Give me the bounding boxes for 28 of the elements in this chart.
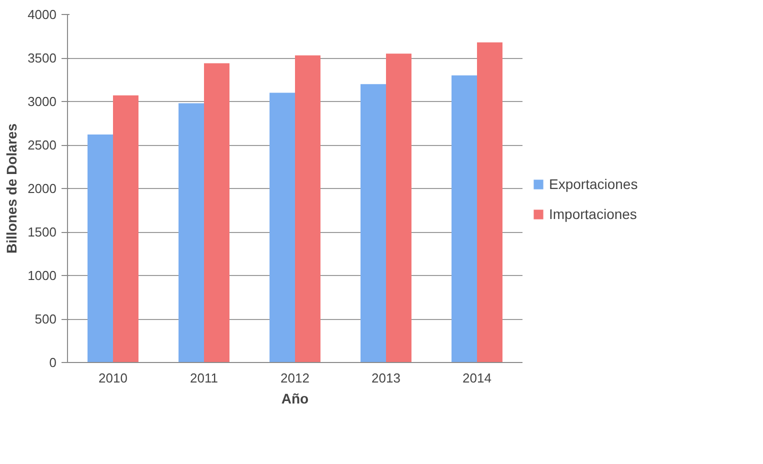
x-tick-label: 2011 bbox=[190, 370, 218, 386]
y-tick-label: 2000 bbox=[28, 181, 56, 196]
y-tick-label: 500 bbox=[34, 312, 57, 326]
bar bbox=[204, 63, 230, 362]
bar bbox=[452, 75, 477, 362]
bar bbox=[178, 103, 204, 362]
bar bbox=[88, 134, 113, 362]
bar bbox=[360, 84, 386, 362]
bar bbox=[113, 95, 138, 362]
bar bbox=[386, 54, 412, 362]
y-axis-title: Billones de Dolares bbox=[4, 123, 20, 254]
y-tick-label: 0 bbox=[49, 355, 57, 370]
bar bbox=[477, 42, 502, 362]
y-tick-label: 4000 bbox=[28, 7, 56, 22]
y-tick-label: 2500 bbox=[28, 138, 56, 152]
x-tick-label: 2014 bbox=[462, 370, 492, 386]
x-tick-label: 2013 bbox=[372, 370, 400, 386]
bar bbox=[295, 55, 320, 362]
x-axis-title: Año bbox=[281, 390, 309, 406]
x-tick-label: 2012 bbox=[280, 370, 310, 386]
y-tick-label: 1500 bbox=[28, 224, 56, 240]
x-tick-label: 2010 bbox=[98, 370, 128, 386]
bar bbox=[270, 92, 295, 362]
legend-label: Exportaciones bbox=[549, 176, 638, 192]
legend-label: Importaciones bbox=[549, 206, 637, 222]
y-tick-label: 3000 bbox=[28, 94, 56, 109]
y-tick-label: 3500 bbox=[28, 50, 56, 66]
y-tick-label: 1000 bbox=[28, 268, 56, 283]
